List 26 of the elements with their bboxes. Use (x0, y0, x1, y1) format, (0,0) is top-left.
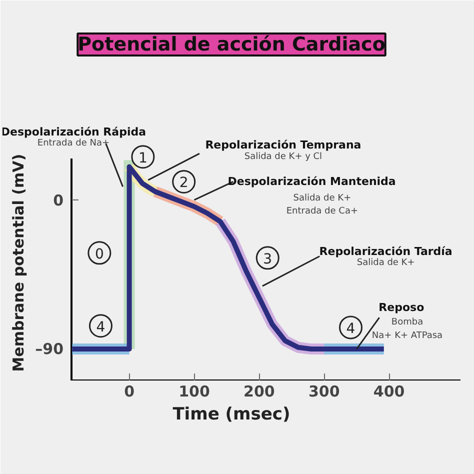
annotation: Salida de K+ (356, 258, 415, 268)
annotation: Repolarización Tardía (319, 244, 452, 258)
chart-title: Potencial de acción Cardiaco (78, 34, 386, 56)
x-tick-label: 200 (244, 382, 275, 400)
x-tick-label: 300 (308, 382, 340, 400)
annotation: Salida de K+ (293, 193, 352, 204)
annotation: Bomba (391, 318, 424, 328)
annotation: 3 (263, 251, 272, 268)
annotation: 2 (179, 175, 188, 192)
annotation: 1 (138, 150, 148, 166)
annotation: Entrada de Ca+ (286, 206, 358, 217)
annotation: Repolarización Temprana (205, 138, 362, 152)
x-axis-title: Time (msec) (172, 404, 290, 424)
annotation: Salida de K+ y Cl (244, 152, 322, 162)
annotation: 0 (94, 246, 104, 262)
annotation: 4 (96, 319, 106, 336)
x-tick-label: 0 (124, 382, 135, 400)
text: Entrada de Na+ (37, 138, 110, 149)
annotation: Na+ K+ ATPasa (372, 330, 443, 341)
x-tick-label: 400 (373, 382, 405, 400)
annotation: 4 (346, 320, 356, 337)
y-axis-title: Membrane potential (mV) (10, 154, 28, 372)
x-tick-label: 100 (178, 382, 210, 400)
annotation: Despolarización Mantenida (228, 175, 396, 188)
y-tick-label: –90 (35, 340, 64, 358)
annotation: Reposo (378, 301, 425, 314)
